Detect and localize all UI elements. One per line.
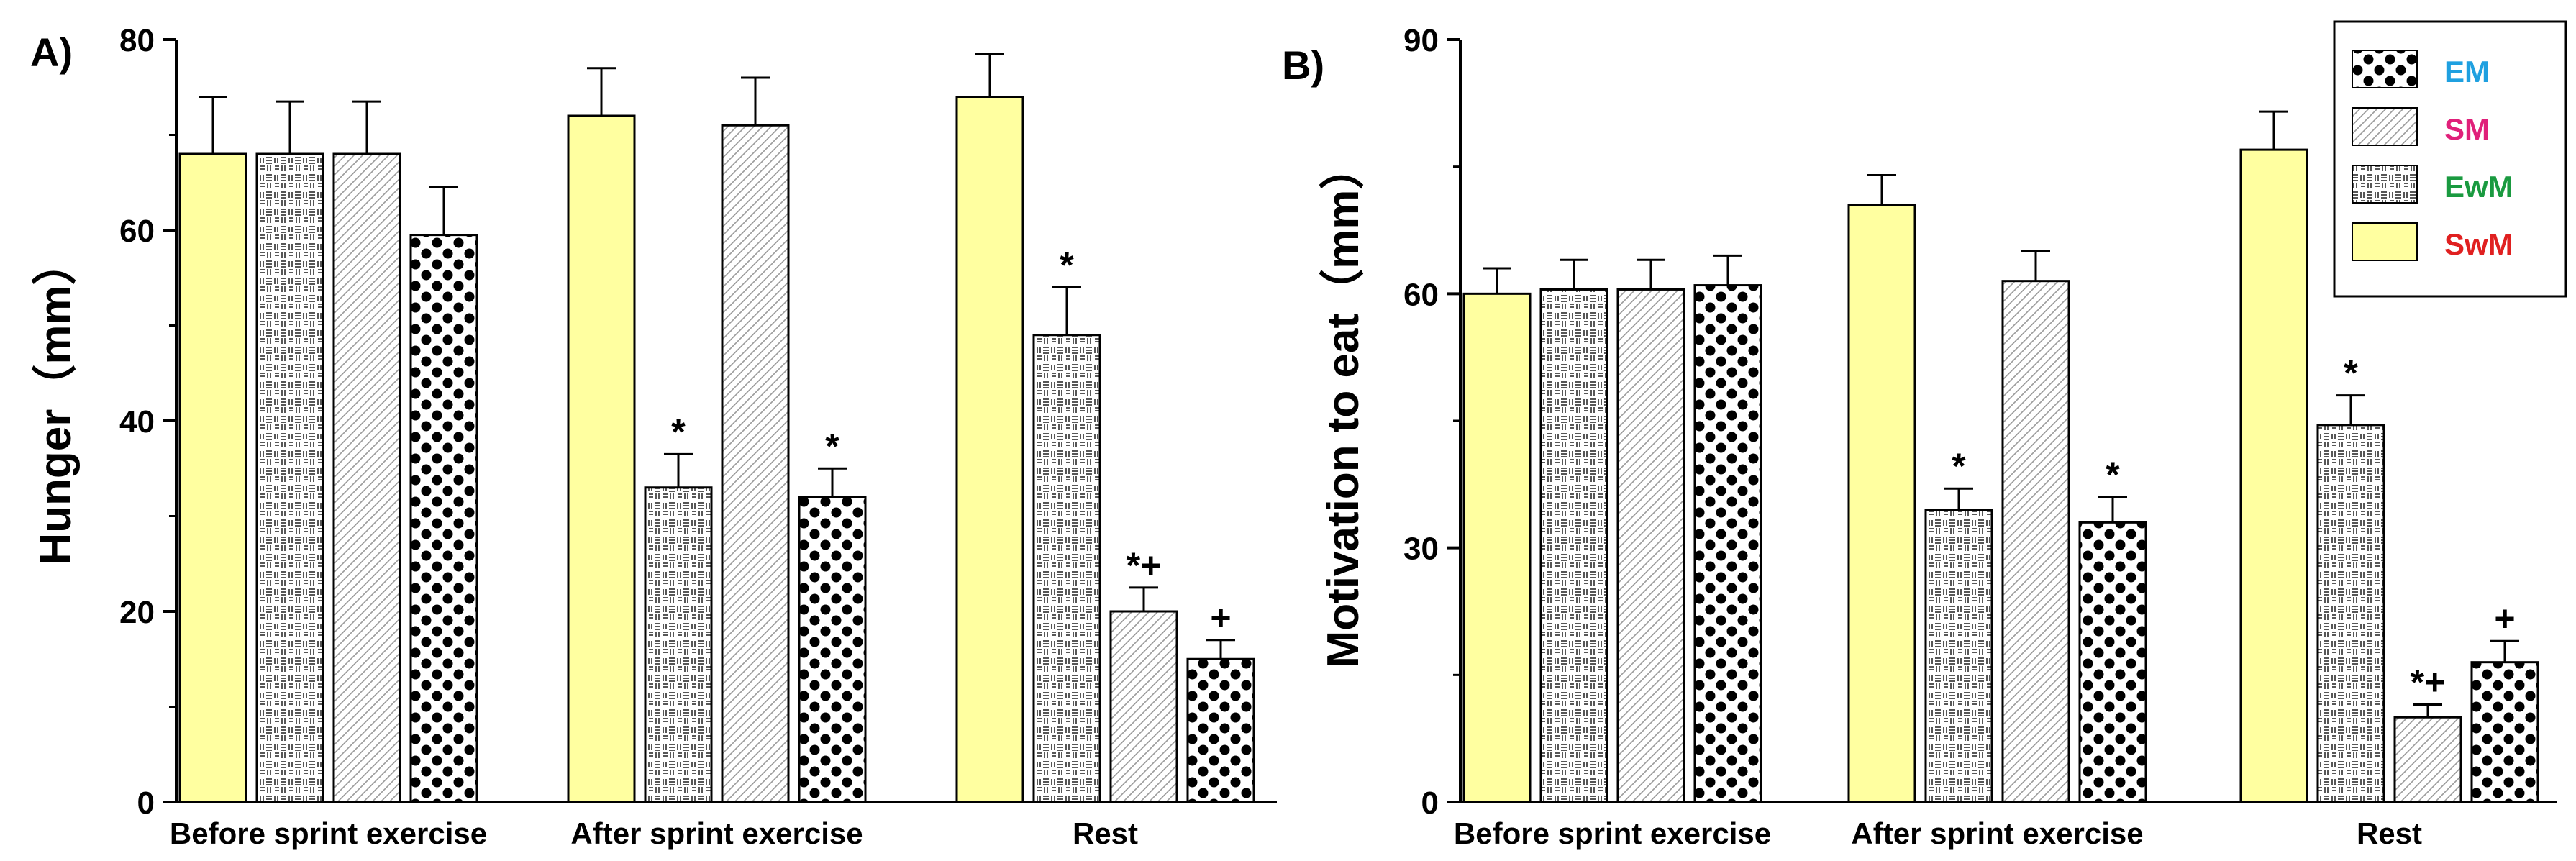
panel-b-bar-em-before-sprint-exercise: [1693, 284, 1762, 803]
panel-b-motivation-to-eat: B) Motivation to eat（mm） 0 30 60 90 Before s…: [1282, 23, 2557, 850]
panel-b-y-tick-label: 90: [1403, 23, 1439, 58]
panel-a-bar-em-before-sprint-exercise: [409, 234, 478, 803]
panel-a-plot-area: 0 20 40 60 80 Before sprint exercise * * After s…: [119, 23, 1277, 850]
panel-b-x-label-before-sprint-exercise: Before sprint exercise: [1454, 816, 1771, 850]
panel-a-bar-sm-after-sprint-exercise: [721, 124, 790, 803]
panel-b-annotation-ewm-rest: *: [2344, 353, 2358, 393]
panel-b-bar-swm-rest: [2239, 148, 2308, 803]
panel-a-y-tick-label: 40: [119, 404, 155, 439]
panel-a-bar-em-rest: [1186, 657, 1255, 803]
legend-label-sm: SM: [2444, 112, 2490, 146]
panel-a-y-tick-label: 0: [137, 785, 155, 821]
panel-b-y-tick-label: 60: [1403, 277, 1439, 312]
legend-item-em: EM: [2352, 50, 2490, 88]
legend-label-em: EM: [2444, 55, 2490, 88]
legend-item-sm: SM: [2352, 107, 2490, 146]
legend: EM SM EwM SwM: [2333, 20, 2567, 298]
panel-b-annotation-em-rest: +: [2494, 598, 2515, 639]
panel-a-hunger: A) Hunger（mm） 0 20 40 60 80 Before sprint exe…: [30, 23, 1277, 850]
panel-b-bar-em-after-sprint-exercise: [2078, 521, 2147, 803]
panel-a-label: A): [30, 29, 73, 75]
panel-a-annotation-em-after-sprint-exercise: *: [825, 426, 839, 466]
panel-a-bar-swm-rest: [955, 96, 1024, 803]
panel-a-y-axis-label: Hunger（mm）: [30, 240, 81, 565]
panel-a-x-label-before-sprint-exercise: Before sprint exercise: [170, 816, 487, 850]
legend-swatch-swm: [2352, 222, 2418, 261]
panel-b-bar-sm-rest: [2393, 716, 2462, 803]
panel-b-bar-ewm-before-sprint-exercise: [1539, 288, 1608, 803]
panel-b-bar-sm-after-sprint-exercise: [2001, 280, 2070, 803]
legend-swatch-em: [2352, 50, 2418, 88]
panel-a-annotation-em-rest: +: [1210, 598, 1231, 638]
panel-b-bar-em-rest: [2470, 661, 2539, 803]
panel-b-bar-swm-before-sprint-exercise: [1462, 292, 1532, 803]
panel-b-label: B): [1282, 42, 1324, 88]
panel-a-y-tick-label: 80: [119, 23, 155, 58]
panel-b-y-tick-label: 30: [1403, 532, 1439, 567]
panel-b-bar-swm-after-sprint-exercise: [1847, 204, 1916, 803]
panel-a-bar-ewm-rest: [1032, 334, 1101, 803]
panel-a-y-tick-label: 20: [119, 595, 155, 630]
panel-a-x-label-rest: Rest: [1073, 816, 1138, 850]
legend-swatch-sm: [2352, 107, 2418, 146]
panel-b-bar-ewm-after-sprint-exercise: [1924, 509, 1993, 803]
panel-b-y-tick-label: 0: [1421, 785, 1439, 821]
panel-b-annotation-sm-rest: *+: [2411, 662, 2446, 703]
legend-item-ewm: EwM: [2352, 165, 2513, 204]
panel-a-bar-sm-rest: [1109, 610, 1178, 803]
panel-a-y-tick-label: 60: [119, 214, 155, 249]
panel-a-bar-swm-before-sprint-exercise: [178, 152, 247, 803]
legend-label-swm: SwM: [2444, 227, 2513, 261]
panel-a-annotation-sm-rest: *+: [1127, 545, 1162, 586]
panel-b-bar-sm-before-sprint-exercise: [1616, 288, 1685, 803]
legend-item-swm: SwM: [2352, 222, 2513, 261]
panel-a-annotation-ewm-rest: *: [1060, 245, 1074, 286]
panel-a-annotation-ewm-after-sprint-exercise: *: [671, 411, 686, 452]
panel-b-annotation-ewm-after-sprint-exercise: *: [1952, 446, 1966, 486]
panel-b-bar-ewm-rest: [2316, 424, 2385, 803]
legend-label-ewm: EwM: [2444, 170, 2513, 204]
panel-a-bar-sm-before-sprint-exercise: [332, 152, 401, 803]
panel-b-x-label-rest: Rest: [2357, 816, 2422, 850]
panel-a-bar-em-after-sprint-exercise: [798, 496, 867, 803]
panel-a-bar-swm-after-sprint-exercise: [567, 114, 636, 803]
panel-a-x-label-after-sprint-exercise: After sprint exercise: [570, 816, 863, 850]
legend-swatch-ewm: [2352, 165, 2418, 204]
panel-b-plot-area: 0 30 60 90 Before sprint exercise * * After spr…: [1403, 23, 2557, 850]
panel-a-bar-ewm-before-sprint-exercise: [255, 152, 324, 803]
panel-b-y-axis-label: Motivation to eat（mm）: [1318, 145, 1368, 668]
panel-b-x-label-after-sprint-exercise: After sprint exercise: [1851, 816, 2143, 850]
panel-a-bar-ewm-after-sprint-exercise: [644, 486, 713, 803]
panel-b-annotation-em-after-sprint-exercise: *: [2106, 455, 2120, 495]
